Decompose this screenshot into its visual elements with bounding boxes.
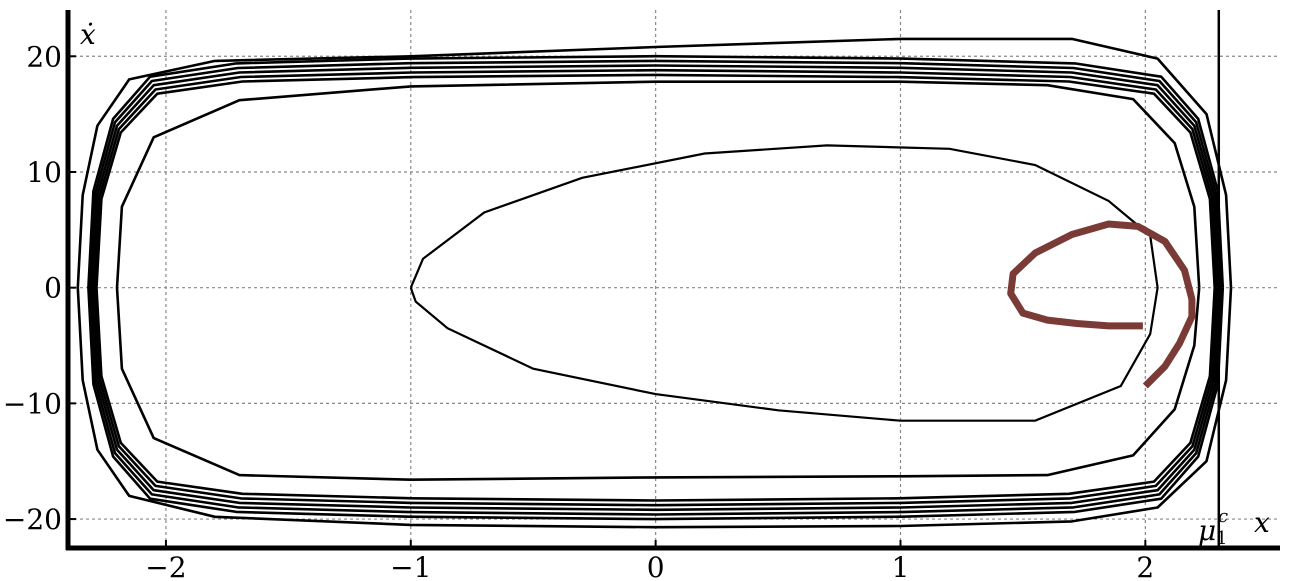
series-outer-strand-1 xyxy=(89,59,1223,516)
series-outer-strand-0 xyxy=(93,68,1219,507)
x-axis-title: x xyxy=(1254,506,1270,539)
series-highlighted-trajectory xyxy=(1007,220,1196,389)
x-tick-label: −2 xyxy=(145,551,186,581)
y-tick-label: 10 xyxy=(26,156,62,189)
series-outer-limit-cycle xyxy=(91,64,1221,512)
y-tick-label: 0 xyxy=(44,272,62,305)
y-tick-label: −20 xyxy=(3,503,62,536)
x-tick-label: 1 xyxy=(892,551,910,581)
grid-lines xyxy=(68,10,1280,548)
series-unstable-cycle xyxy=(409,144,1159,422)
marker-label-sub: 1 xyxy=(1216,528,1227,549)
marker-label-main: μ xyxy=(1198,514,1216,547)
y-tick-label: 20 xyxy=(26,40,62,73)
marker-label: μ c 1 xyxy=(1198,506,1228,549)
series-outer-strand-2 xyxy=(87,54,1225,521)
trajectory-layer xyxy=(76,37,1233,529)
series-transient-inner xyxy=(115,80,1201,481)
x-tick-label: −1 xyxy=(390,551,431,581)
axes xyxy=(65,10,1280,551)
y-tick-label: −10 xyxy=(3,387,62,420)
x-tick-label: 2 xyxy=(1136,551,1154,581)
series-outer-strand-3 xyxy=(95,73,1216,502)
x-tick-label: 0 xyxy=(647,551,665,581)
series-transient-outer xyxy=(76,37,1233,529)
marker-label-sup: c xyxy=(1218,506,1228,527)
y-axis-title: ẋ xyxy=(80,18,96,51)
